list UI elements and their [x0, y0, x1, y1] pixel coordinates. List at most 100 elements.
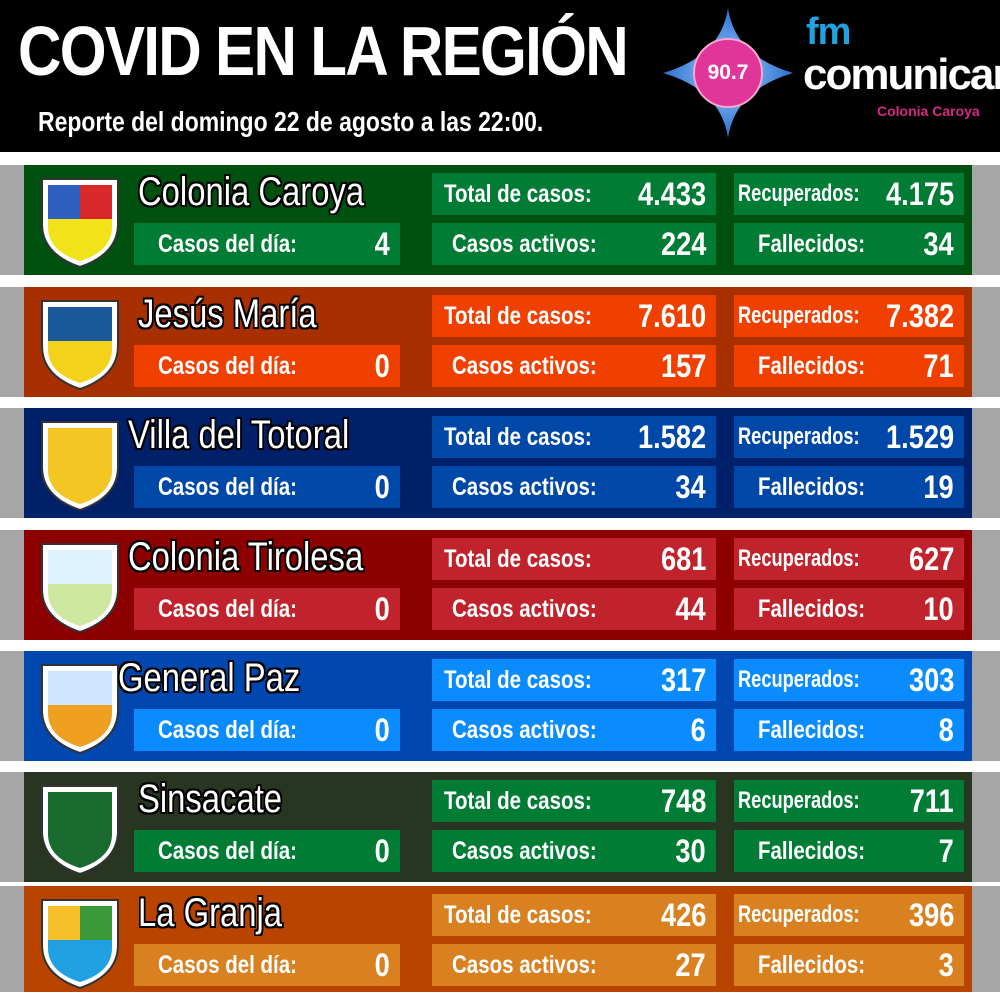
- recovered-box: Recuperados: 7.382: [734, 295, 964, 337]
- total-cases-box: Total de casos: 7.610: [432, 295, 716, 337]
- report-subtitle: Reporte del domingo 22 de agosto a las 2…: [38, 106, 544, 137]
- daily-cases-box: Casos del día: 4: [134, 223, 400, 265]
- recovered-value: 303: [908, 661, 954, 698]
- deaths-value: 34: [923, 225, 954, 262]
- total-cases-value: 4.433: [637, 175, 706, 212]
- active-cases-label: Casos activos:: [452, 594, 597, 623]
- general-paz-crest-icon: [41, 664, 119, 755]
- total-cases-label: Total de casos:: [444, 665, 592, 694]
- daily-cases-box: Casos del día: 0: [134, 466, 400, 508]
- recovered-box: Recuperados: 627: [734, 538, 964, 580]
- deaths-value: 7: [938, 832, 954, 869]
- deaths-box: Fallecidos: 3: [734, 944, 964, 986]
- total-cases-label: Total de casos:: [444, 544, 592, 573]
- active-cases-value: 44: [675, 590, 706, 627]
- total-cases-label: Total de casos:: [444, 786, 592, 815]
- active-cases-label: Casos activos:: [452, 229, 597, 258]
- town-panel: La Granja Casos del día: 0 Total de caso…: [24, 886, 972, 992]
- la-granja-crest-icon: [41, 899, 119, 990]
- logo-location: Colonia Caroya: [877, 103, 980, 119]
- deaths-value: 71: [923, 347, 954, 384]
- frequency-badge: 90.7: [693, 38, 763, 108]
- total-cases-label: Total de casos:: [444, 179, 592, 208]
- daily-cases-value: 0: [374, 347, 390, 384]
- recovered-label: Recuperados:: [738, 545, 860, 572]
- deaths-box: Fallecidos: 7: [734, 830, 964, 872]
- active-cases-box: Casos activos: 44: [432, 588, 716, 630]
- total-cases-value: 1.582: [637, 418, 706, 455]
- daily-cases-value: 0: [374, 946, 390, 983]
- page-title: COVID EN LA REGIÓN: [18, 12, 629, 90]
- town-row-4: Colonia Tirolesa Casos del día: 0 Total …: [0, 530, 1000, 640]
- deaths-label: Fallecidos:: [758, 836, 866, 865]
- deaths-value: 19: [923, 468, 954, 505]
- recovered-label: Recuperados:: [738, 423, 860, 450]
- active-cases-label: Casos activos:: [452, 715, 597, 744]
- town-name: Jesús María: [138, 292, 317, 336]
- total-cases-value: 748: [660, 782, 706, 819]
- deaths-label: Fallecidos:: [758, 351, 866, 380]
- town-panel: Jesús María Casos del día: 0 Total de ca…: [24, 287, 972, 397]
- total-cases-box: Total de casos: 426: [432, 894, 716, 936]
- total-cases-box: Total de casos: 748: [432, 780, 716, 822]
- deaths-box: Fallecidos: 71: [734, 345, 964, 387]
- total-cases-label: Total de casos:: [444, 900, 592, 929]
- town-panel: Villa del Totoral Casos del día: 0 Total…: [24, 408, 972, 518]
- header: COVID EN LA REGIÓN Reporte del domingo 2…: [0, 0, 1000, 152]
- recovered-value: 4.175: [885, 175, 954, 212]
- daily-cases-value: 0: [374, 832, 390, 869]
- recovered-value: 396: [908, 896, 954, 933]
- active-cases-box: Casos activos: 6: [432, 709, 716, 751]
- total-cases-value: 317: [660, 661, 706, 698]
- active-cases-label: Casos activos:: [452, 472, 597, 501]
- active-cases-label: Casos activos:: [452, 836, 597, 865]
- colonia-caroya-crest-icon: [41, 178, 119, 269]
- total-cases-value: 7.610: [637, 297, 706, 334]
- active-cases-box: Casos activos: 30: [432, 830, 716, 872]
- recovered-label: Recuperados:: [738, 302, 860, 329]
- town-panel: Sinsacate Casos del día: 0 Total de caso…: [24, 772, 972, 882]
- daily-cases-box: Casos del día: 0: [134, 709, 400, 751]
- town-name: Villa del Totoral: [128, 413, 350, 457]
- total-cases-box: Total de casos: 681: [432, 538, 716, 580]
- recovered-box: Recuperados: 1.529: [734, 416, 964, 458]
- colonia-tirolesa-crest-icon: [41, 543, 119, 634]
- town-name: General Paz: [118, 656, 301, 700]
- daily-cases-label: Casos del día:: [158, 950, 297, 979]
- recovered-value: 627: [908, 540, 954, 577]
- daily-cases-box: Casos del día: 0: [134, 830, 400, 872]
- town-name: Colonia Caroya: [138, 170, 365, 214]
- total-cases-value: 426: [660, 896, 706, 933]
- recovered-value: 1.529: [885, 418, 954, 455]
- town-row-2: Jesús María Casos del día: 0 Total de ca…: [0, 287, 1000, 397]
- town-row-3: Villa del Totoral Casos del día: 0 Total…: [0, 408, 1000, 518]
- deaths-box: Fallecidos: 10: [734, 588, 964, 630]
- recovered-label: Recuperados:: [738, 666, 860, 693]
- recovered-box: Recuperados: 303: [734, 659, 964, 701]
- active-cases-box: Casos activos: 157: [432, 345, 716, 387]
- active-cases-label: Casos activos:: [452, 950, 597, 979]
- villa-del-totoral-crest-icon: [41, 421, 119, 512]
- deaths-box: Fallecidos: 8: [734, 709, 964, 751]
- active-cases-value: 6: [690, 711, 706, 748]
- town-panel: General Paz Casos del día: 0 Total de ca…: [24, 651, 972, 761]
- daily-cases-value: 0: [374, 468, 390, 505]
- daily-cases-label: Casos del día:: [158, 472, 297, 501]
- deaths-label: Fallecidos:: [758, 594, 866, 623]
- daily-cases-label: Casos del día:: [158, 594, 297, 623]
- deaths-box: Fallecidos: 19: [734, 466, 964, 508]
- recovered-label: Recuperados:: [738, 901, 860, 928]
- active-cases-value: 30: [675, 832, 706, 869]
- deaths-box: Fallecidos: 34: [734, 223, 964, 265]
- town-row-7: La Granja Casos del día: 0 Total de caso…: [0, 886, 1000, 992]
- daily-cases-value: 0: [374, 711, 390, 748]
- town-row-1: Colonia Caroya Casos del día: 4 Total de…: [0, 165, 1000, 275]
- total-cases-label: Total de casos:: [444, 422, 592, 451]
- town-row-6: Sinsacate Casos del día: 0 Total de caso…: [0, 772, 1000, 882]
- town-panel: Colonia Caroya Casos del día: 4 Total de…: [24, 165, 972, 275]
- daily-cases-label: Casos del día:: [158, 836, 297, 865]
- recovered-label: Recuperados:: [738, 180, 860, 207]
- daily-cases-box: Casos del día: 0: [134, 345, 400, 387]
- total-cases-box: Total de casos: 1.582: [432, 416, 716, 458]
- total-cases-label: Total de casos:: [444, 301, 592, 330]
